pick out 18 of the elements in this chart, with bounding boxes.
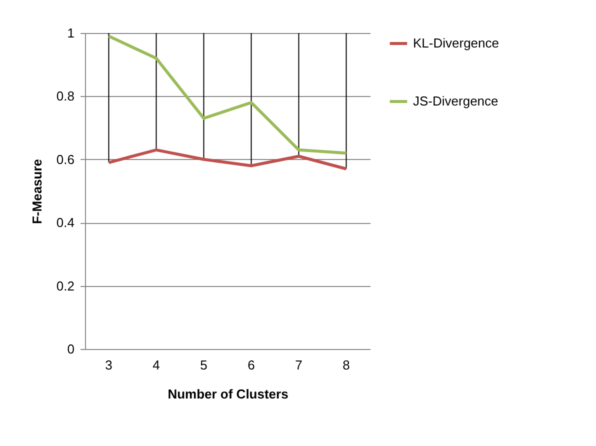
y-tick-label: 0.4	[56, 215, 74, 230]
line-series	[107, 34, 348, 155]
x-tick-label: 8	[342, 358, 350, 372]
y-tick-label: 0.6	[56, 152, 74, 167]
y-tick-label: 0.8	[56, 88, 74, 104]
x-tick-label: 5	[200, 358, 208, 372]
x-tick-label: 4	[152, 358, 160, 372]
y-axis-title: F-Measure	[29, 158, 44, 224]
x-tick-label: 6	[248, 358, 255, 372]
y-tick-label: 0.2	[56, 278, 74, 294]
x-axis-title: Number of Clusters	[168, 386, 288, 402]
legend-label: KL-Divergence	[413, 36, 499, 50]
line-series	[107, 148, 348, 170]
legend-label: JS-Divergence	[413, 94, 498, 108]
y-tick-label: 0	[67, 342, 74, 356]
x-tick-label: 7	[295, 358, 302, 372]
y-tick-label: 1	[67, 26, 74, 40]
x-tick-label: 3	[105, 358, 112, 372]
